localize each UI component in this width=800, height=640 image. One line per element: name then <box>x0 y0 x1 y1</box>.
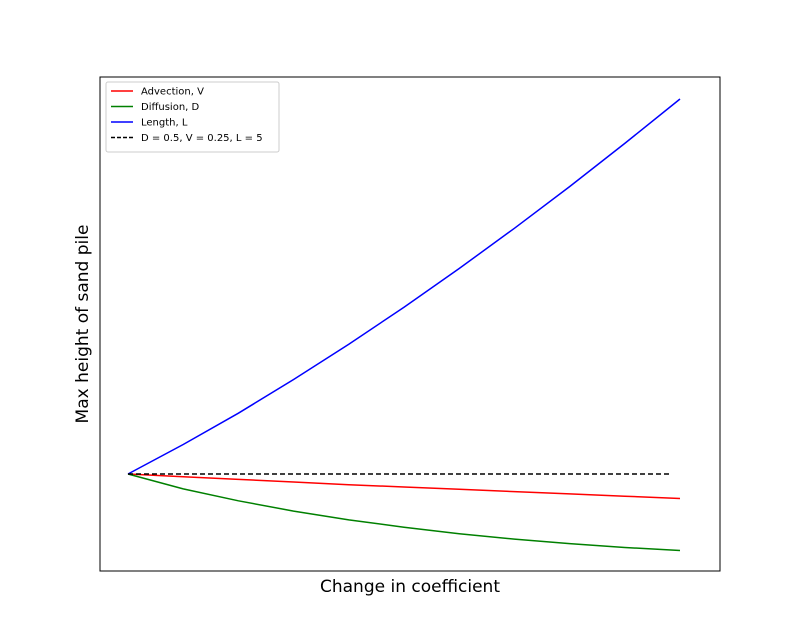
legend-label-0: Advection, V <box>141 87 204 98</box>
legend-label-3: D = 0.5, V = 0.25, L = 5 <box>141 133 263 144</box>
legend: Advection, V Diffusion, D Length, L D = 0.5… <box>105 81 280 153</box>
series-lines <box>127 98 681 552</box>
legend-box <box>105 81 280 153</box>
y-axis-label: Max height of sand pile <box>73 225 93 424</box>
series-line-1 <box>127 473 681 552</box>
x-axis-label: Change in coefficient <box>320 577 500 597</box>
series-line-0 <box>127 473 681 500</box>
plot-area <box>99 76 721 572</box>
legend-label-2: Length, L <box>141 118 188 129</box>
legend-label-1: Diffusion, D <box>141 102 200 113</box>
series-line-2 <box>127 98 681 475</box>
